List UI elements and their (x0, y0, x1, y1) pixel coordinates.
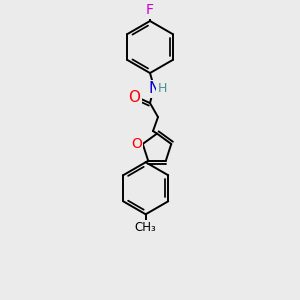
Text: H: H (157, 82, 167, 95)
Text: O: O (131, 137, 142, 151)
Text: F: F (146, 4, 154, 17)
Text: O: O (128, 90, 140, 105)
Text: N: N (148, 81, 160, 96)
Text: CH₃: CH₃ (135, 221, 157, 234)
